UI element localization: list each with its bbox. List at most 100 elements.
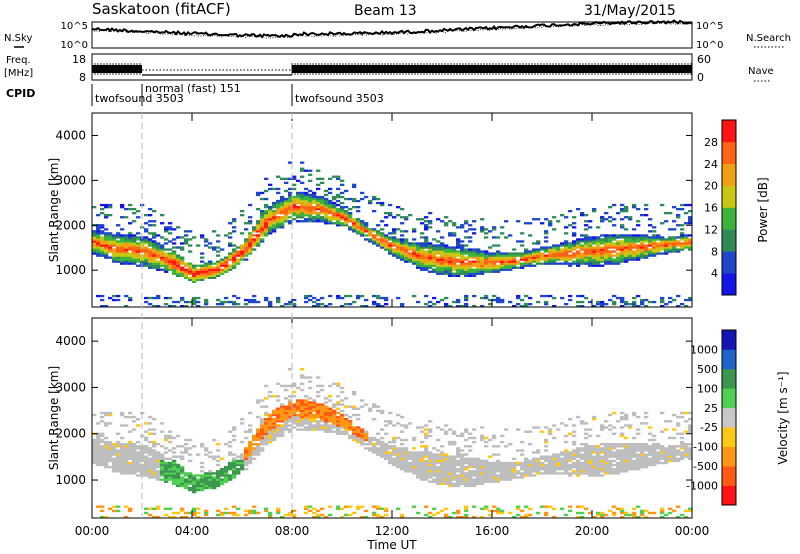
velocity-cell [328,424,333,427]
power-cell [260,228,265,231]
power-cell [520,252,525,255]
velocity-cell [588,474,593,477]
velocity-cell [136,461,141,465]
velocity-cell [420,451,425,454]
power-cell [656,246,661,249]
power-cell [228,268,233,271]
velocity-cell [556,428,561,431]
power-cell [380,296,385,300]
velocity-cell [608,461,613,465]
velocity-cell [92,445,97,448]
power-cell [92,236,97,239]
power-cell [372,210,377,213]
power-cell [180,274,185,277]
velocity-cell [152,463,157,467]
velocity-colorbar-swatch [722,485,736,506]
velocity-cell [208,486,213,490]
velocity-cell [652,434,657,438]
power-cell [120,246,125,249]
power-cell [296,195,301,199]
velocity-cell [304,403,309,406]
velocity-cell [124,459,129,463]
power-cell [636,240,641,243]
velocity-cell [128,461,133,465]
velocity-cell [216,470,221,473]
velocity-cell [456,468,461,471]
power-cell [380,246,385,249]
power-cell [564,226,569,229]
power-cell [312,212,317,215]
velocity-cell [468,449,473,452]
power-cell [584,236,589,239]
power-cell [456,252,461,255]
velocity-cell [268,430,273,433]
power-cell [460,246,465,249]
power-cell [496,244,501,247]
velocity-cell [364,438,369,442]
velocity-cell [380,445,385,448]
power-cell [328,191,333,195]
velocity-cell [632,453,637,456]
velocity-cell [644,411,649,415]
velocity-cell [560,461,565,465]
velocity-cell [188,486,193,490]
power-cell [432,296,437,300]
power-cell [480,260,485,263]
power-cell [580,240,585,243]
velocity-cell [536,426,541,429]
velocity-cell [592,461,597,465]
power-cell [332,212,337,215]
power-cell [128,244,133,247]
power-cell [280,203,285,207]
power-cell [292,187,297,191]
power-cell [452,274,457,277]
power-cell [496,260,501,263]
power-cell [148,262,153,265]
velocity-cell [476,468,481,471]
power-cell [328,210,333,213]
power-cell [144,240,149,243]
velocity-cell [416,468,421,471]
power-cell [128,254,133,257]
velocity-cell [544,505,549,508]
velocity-cell [104,436,109,440]
power-cell [232,226,237,229]
freq-left-bottom: 8 [79,71,86,84]
velocity-cell [688,509,693,513]
power-cell [612,242,617,245]
velocity-cell [152,443,157,446]
power-cell [648,238,653,241]
velocity-cell [256,445,261,448]
velocity-cell [672,457,677,460]
power-cell [172,268,177,271]
velocity-cell [264,443,269,446]
velocity-cell [276,424,281,427]
velocity-cell [420,476,425,479]
velocity-cell [588,451,593,454]
power-cell [428,260,433,263]
power-cell [620,244,625,247]
velocity-cell [348,422,353,425]
velocity-cell [632,468,637,471]
velocity-colorbar-swatch [722,368,736,389]
power-cell [320,206,325,209]
velocity-cell [564,440,569,444]
velocity-cell [448,465,453,469]
velocity-cell [276,432,281,435]
velocity-cell [668,507,673,510]
velocity-cell [168,434,173,438]
velocity-cell [660,515,665,519]
power-cell [496,298,501,302]
power-cell [268,232,273,235]
power-cell [196,278,201,281]
velocity-cell [216,474,221,477]
velocity-cell [108,443,113,446]
power-cell [328,203,333,207]
power-cell [300,193,305,197]
power-cell [152,248,157,251]
velocity-cell [504,468,509,471]
velocity-cell [428,472,433,475]
power-cell [148,224,153,227]
power-cell [148,254,153,257]
power-cell [448,262,453,265]
